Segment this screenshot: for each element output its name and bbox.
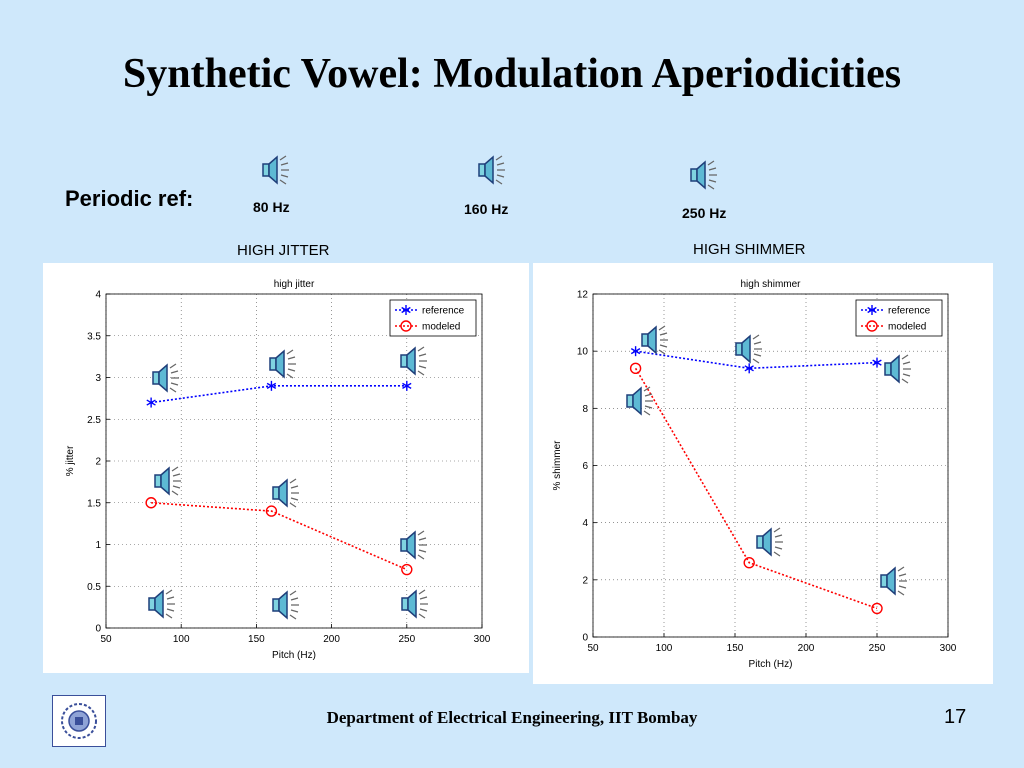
x-tick-label: 150 <box>248 634 265 645</box>
modeled-series-line <box>151 501 408 571</box>
reference-series-line <box>151 385 407 404</box>
y-tick-label: 0.5 <box>87 582 101 593</box>
legend: reference modeled <box>389 299 477 337</box>
y-tick-label: 1.5 <box>87 498 101 509</box>
speaker-icon[interactable] <box>752 524 788 560</box>
x-tick-label: 100 <box>656 643 673 654</box>
star-stroke <box>630 348 641 355</box>
reference-point <box>872 357 882 368</box>
speaker-icon[interactable] <box>474 152 510 188</box>
speaker-icon[interactable] <box>396 527 432 563</box>
periodic-ref-label: Periodic ref: <box>65 186 194 211</box>
x-tick-label: 50 <box>100 634 112 645</box>
reference-series-line <box>635 350 878 370</box>
modeled-series-line <box>634 367 878 610</box>
legend-label: modeled <box>422 322 460 333</box>
speaker-icon[interactable] <box>144 586 180 622</box>
legend-marker <box>867 305 877 315</box>
speaker-icon[interactable] <box>637 322 673 358</box>
x-tick-label: 150 <box>727 643 744 654</box>
speaker-icon[interactable] <box>880 351 916 387</box>
chart-title: high jitter <box>274 279 315 290</box>
page-number: 17 <box>944 706 967 728</box>
x-axis-label: Pitch (Hz) <box>272 650 316 661</box>
x-tick-label: 100 <box>173 634 190 645</box>
star-stroke <box>872 359 882 366</box>
legend-label: reference <box>888 306 931 317</box>
star-stroke <box>402 382 412 389</box>
y-tick-label: 2 <box>582 575 588 586</box>
star-stroke <box>401 306 411 314</box>
modeled-point <box>145 497 157 509</box>
legend-marker <box>866 320 878 332</box>
x-tick-label: 250 <box>398 634 415 645</box>
ref-label-80hz: 80 Hz <box>253 199 290 215</box>
y-tick-label: 2 <box>95 457 101 468</box>
reference-point <box>266 380 277 391</box>
star-stroke <box>266 382 277 389</box>
speaker-icon[interactable] <box>148 360 184 396</box>
modeled-point <box>629 362 642 375</box>
y-tick-label: 4 <box>95 290 101 301</box>
speaker-icon[interactable] <box>150 463 186 499</box>
x-axis-label: Pitch (Hz) <box>749 659 793 670</box>
speaker-icon[interactable] <box>876 563 912 599</box>
chart-title: high shimmer <box>740 279 801 290</box>
speaker-icon[interactable] <box>622 383 658 419</box>
star-stroke <box>744 365 754 372</box>
reference-point <box>146 397 156 408</box>
y-tick-label: 0 <box>582 633 588 644</box>
slide-title: Synthetic Vowel: Modulation Aperiodiciti… <box>122 51 902 97</box>
legend-label: reference <box>422 306 465 317</box>
shimmer-chart-panel: 50 100 150 200 250 300 0 2 4 6 8 10 12 high shimmer Pi… <box>533 263 993 684</box>
ref-label-250hz: 250 Hz <box>682 205 727 221</box>
modeled-point <box>871 602 883 615</box>
y-tick-label: 1 <box>95 540 101 551</box>
y-tick-label: 4 <box>582 518 588 529</box>
legend-marker <box>401 305 411 315</box>
reference-point <box>402 380 412 391</box>
jitter-chart: 50 100 150 200 250 300 0 0.5 1 1.5 2 2.5 3 3.5 4 high j… <box>65 279 491 661</box>
footer-text: Department of Electrical Engineering, II… <box>326 708 698 727</box>
y-tick-label: 6 <box>582 461 588 472</box>
speaker-icon[interactable] <box>731 331 767 367</box>
x-tick-label: 300 <box>474 634 491 645</box>
speaker-icon[interactable] <box>686 157 722 193</box>
x-tick-label: 250 <box>869 643 886 654</box>
star-stroke <box>867 306 877 314</box>
shimmer-panel-title: HIGH SHIMMER <box>693 241 806 258</box>
iit-bombay-logo-icon <box>52 695 106 747</box>
speaker-icon[interactable] <box>268 587 304 623</box>
reference-point <box>744 363 754 374</box>
reference-point <box>630 346 641 357</box>
y-tick-label: 12 <box>577 290 589 301</box>
modeled-point <box>743 556 755 569</box>
jitter-panel-title: HIGH JITTER <box>237 242 330 259</box>
star-stroke <box>146 399 156 406</box>
speaker-icon[interactable] <box>396 343 432 379</box>
speaker-icon[interactable] <box>397 586 433 622</box>
y-tick-label: 10 <box>577 347 589 358</box>
y-tick-label: 2.5 <box>87 415 101 426</box>
speaker-icon[interactable] <box>268 475 304 511</box>
legend: reference modeled <box>855 299 943 337</box>
speaker-icon[interactable] <box>258 152 294 188</box>
ref-label-160hz: 160 Hz <box>464 201 509 217</box>
shimmer-chart: 50 100 150 200 250 300 0 2 4 6 8 10 12 high shimmer Pi… <box>552 279 957 670</box>
modeled-point <box>401 563 413 576</box>
x-tick-label: 200 <box>798 643 815 654</box>
x-tick-label: 200 <box>323 634 340 645</box>
x-tick-label: 50 <box>587 643 599 654</box>
y-tick-label: 3.5 <box>87 331 101 342</box>
legend-label: modeled <box>888 322 926 333</box>
x-tick-label: 300 <box>940 643 957 654</box>
y-axis-label: % jitter <box>65 445 76 476</box>
speaker-icon[interactable] <box>265 346 301 382</box>
y-axis-label: % shimmer <box>552 440 563 491</box>
legend-marker <box>400 320 412 332</box>
y-tick-label: 8 <box>582 404 588 415</box>
y-tick-label: 3 <box>95 373 101 384</box>
modeled-point <box>265 505 278 517</box>
y-tick-label: 0 <box>95 624 101 635</box>
